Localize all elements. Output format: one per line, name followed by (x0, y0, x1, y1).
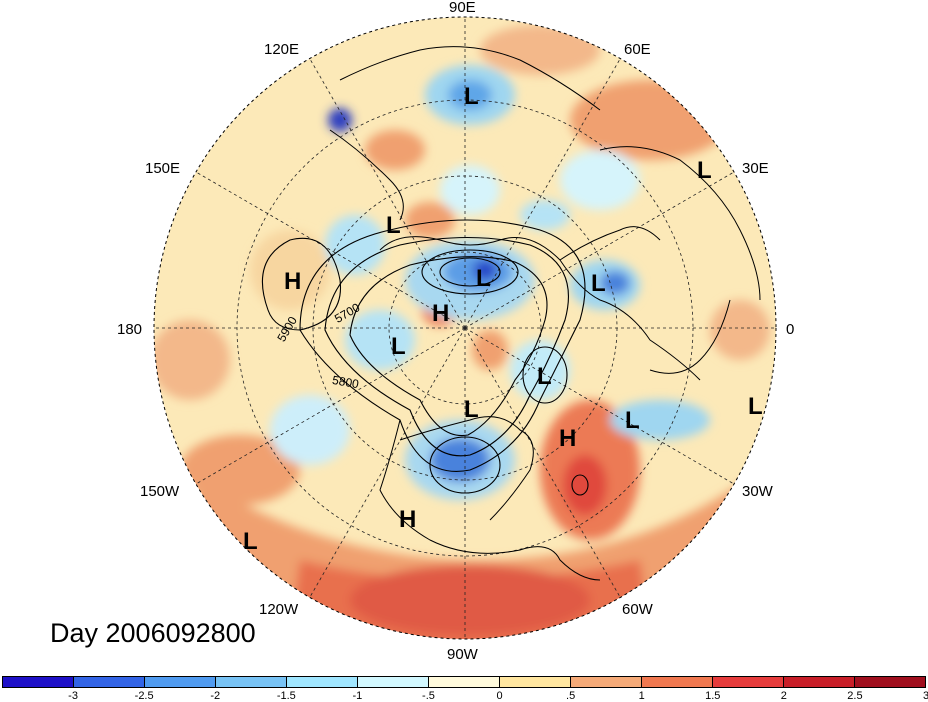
colorbar-swatch (3, 677, 74, 687)
colorbar-swatch (145, 677, 216, 687)
colorbar-swatch (500, 677, 571, 687)
colorbar-tick-label: -1 (352, 690, 363, 702)
colorbar-swatch (287, 677, 358, 687)
colorbar-tick-label: 2.5 (847, 690, 863, 702)
colorbar-tick-label: 1 (638, 690, 645, 702)
colorbar-tick-label: 2 (780, 690, 787, 702)
longitude-label-60e: 60E (624, 41, 651, 58)
pressure-center-high: H (432, 300, 449, 327)
day-label: Day 2006092800 (50, 618, 256, 648)
colorbar-swatch (358, 677, 429, 687)
colorbar-swatch (784, 677, 855, 687)
colorbar-swatch (713, 677, 784, 687)
pressure-center-low: L (243, 528, 258, 555)
longitude-label-30w: 30W (742, 483, 774, 500)
colorbar-swatch (855, 677, 925, 687)
colorbar-tick-label: 0 (496, 690, 503, 702)
longitude-label-150w: 150W (140, 483, 180, 500)
longitude-label-90e: 90E (449, 0, 476, 16)
colorbar-swatch (216, 677, 287, 687)
pressure-center-high: H (284, 268, 301, 295)
pressure-center-high: H (559, 425, 576, 452)
contour-label: 5800 (331, 373, 360, 391)
pressure-center-low: L (391, 333, 406, 360)
colorbar-tick-label: -2.5 (134, 690, 154, 702)
anomaly-field (154, 17, 776, 639)
colorbar-tick-label: -1.5 (276, 690, 296, 702)
pressure-center-low: L (625, 407, 640, 434)
colorbar-swatch (642, 677, 713, 687)
pressure-center-low: L (476, 265, 491, 292)
pressure-center-low: L (464, 83, 479, 110)
colorbar-tick-label: -2 (210, 690, 221, 702)
pressure-center-low: L (591, 270, 606, 297)
colorbar-tick-label: -.5 (422, 690, 435, 702)
colorbar (2, 676, 926, 688)
map-boundary (153, 16, 777, 640)
colorbar-tick-label: -3 (68, 690, 78, 702)
colorbar-swatch (571, 677, 642, 687)
longitude-label-0: 0 (786, 321, 794, 338)
longitude-label-60w: 60W (622, 601, 654, 618)
colorbar-swatch (74, 677, 145, 687)
colorbar-tick-label: 3 (922, 690, 928, 702)
longitude-label-90w: 90W (447, 646, 479, 663)
colorbar-tick-label: 1.5 (705, 690, 721, 702)
pressure-center-low: L (464, 396, 479, 423)
longitude-label-180: 180 (117, 321, 142, 338)
longitude-label-120w: 120W (259, 601, 299, 618)
pressure-center-low: L (697, 157, 712, 184)
pressure-center-high: H (399, 506, 416, 533)
colorbar-tick-label: .5 (566, 690, 576, 702)
colorbar-ticks: -3 -2.5 -2 -1.5 -1 -.5 0 .5 1 1.5 2 2.5 3 (2, 690, 928, 702)
pressure-center-low: L (748, 393, 763, 420)
longitude-label-150e: 150E (145, 160, 180, 177)
pressure-center-low: L (386, 212, 401, 239)
pressure-center-low: L (537, 363, 552, 390)
longitude-label-30e: 30E (742, 160, 769, 177)
longitude-label-120e: 120E (264, 41, 299, 58)
colorbar-swatch (429, 677, 500, 687)
